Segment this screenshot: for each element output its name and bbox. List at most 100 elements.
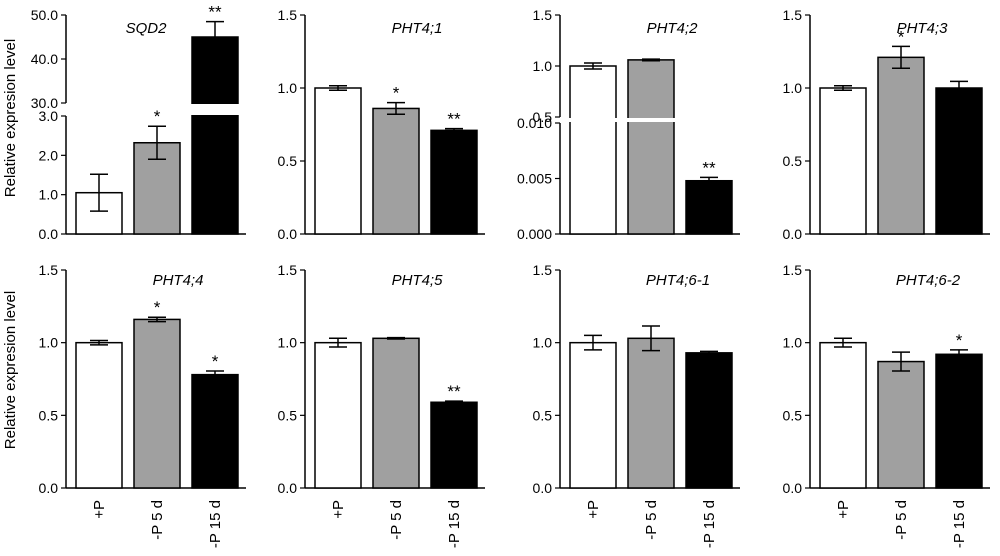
bar-2 bbox=[372, 107, 420, 235]
x-tick-label: -P 5 d bbox=[643, 500, 660, 540]
chart-panel-4 bbox=[805, 14, 990, 235]
bar-1 bbox=[569, 65, 617, 235]
x-tick-label: -P 15 d bbox=[207, 500, 224, 548]
bar-1 bbox=[569, 341, 617, 489]
y-tick-label: 1.5 bbox=[278, 262, 298, 278]
y-tick-label: 1.5 bbox=[783, 262, 803, 278]
bar-2 bbox=[627, 337, 675, 489]
bar-3 bbox=[935, 353, 983, 489]
chart-title: PHT4;3 bbox=[897, 20, 949, 37]
y-tick-label: 0.0 bbox=[278, 226, 298, 242]
y-tick-label: 0.000 bbox=[517, 226, 552, 242]
significance-label: ** bbox=[702, 158, 716, 177]
bar-2 bbox=[133, 318, 181, 489]
y-tick-label: 0.010 bbox=[517, 115, 552, 131]
chart-title: PHT4;2 bbox=[647, 20, 699, 37]
axis-break-gap bbox=[64, 104, 244, 115]
bar-3 bbox=[191, 373, 239, 489]
significance-label: * bbox=[956, 331, 963, 350]
chart-panel-2 bbox=[300, 14, 485, 235]
bar-3 bbox=[430, 401, 478, 489]
y-tick-label: 1.0 bbox=[39, 335, 59, 351]
bar-3 bbox=[685, 352, 733, 489]
y-tick-label: 1.0 bbox=[533, 58, 553, 74]
significance-label: * bbox=[154, 298, 161, 317]
bar-1 bbox=[819, 87, 867, 235]
x-tick-label: +P bbox=[91, 500, 108, 519]
x-tick-label: -P 15 d bbox=[701, 500, 718, 548]
y-tick-label: 0.5 bbox=[783, 407, 803, 423]
y-tick-label: 1.5 bbox=[533, 7, 553, 23]
x-tick-label: +P bbox=[330, 500, 347, 519]
bar-1 bbox=[75, 341, 123, 489]
bar-2 bbox=[877, 360, 925, 489]
axis-break-gap bbox=[558, 118, 738, 122]
bar-2 bbox=[627, 59, 675, 235]
chart-panel-5 bbox=[61, 269, 246, 489]
chart-title: PHT4;4 bbox=[153, 272, 204, 289]
y-tick-label: 1.5 bbox=[533, 262, 553, 278]
y-tick-label: 2.0 bbox=[39, 147, 59, 163]
significance-label: * bbox=[898, 27, 905, 46]
y-tick-label: 0.0 bbox=[39, 480, 59, 496]
y-axis-label: Relative expresion level bbox=[2, 39, 19, 197]
y-tick-label: 30.0 bbox=[31, 95, 58, 111]
significance-label: * bbox=[212, 352, 219, 371]
y-axis-label: Relative expresion level bbox=[2, 291, 19, 449]
y-tick-label: 0.5 bbox=[39, 407, 59, 423]
bar-2 bbox=[372, 337, 420, 489]
significance-label: ** bbox=[447, 110, 461, 129]
bar-3 bbox=[685, 179, 733, 235]
y-tick-label: 40.0 bbox=[31, 51, 58, 67]
significance-label: * bbox=[154, 107, 161, 126]
bar-1 bbox=[314, 87, 362, 235]
x-tick-label: -P 5 d bbox=[893, 500, 910, 540]
bar-2 bbox=[877, 56, 925, 235]
y-tick-label: 1.0 bbox=[783, 335, 803, 351]
chart-title: PHT4;6-1 bbox=[646, 272, 710, 289]
significance-label: ** bbox=[208, 3, 222, 22]
y-tick-label: 1.0 bbox=[533, 335, 553, 351]
y-tick-label: 1.5 bbox=[783, 7, 803, 23]
chart-title: SQD2 bbox=[126, 20, 168, 37]
bar-3 bbox=[430, 129, 478, 235]
x-tick-label: -P 5 d bbox=[388, 500, 405, 540]
chart-panel-3 bbox=[555, 14, 740, 235]
y-tick-label: 0.5 bbox=[278, 153, 298, 169]
y-tick-label: 1.0 bbox=[278, 335, 298, 351]
chart-panel-8 bbox=[805, 269, 990, 489]
x-tick-label: -P 15 d bbox=[446, 500, 463, 548]
y-tick-label: 0.0 bbox=[533, 480, 553, 496]
significance-label: ** bbox=[447, 382, 461, 401]
significance-label: * bbox=[393, 84, 400, 103]
y-tick-label: 3.0 bbox=[39, 108, 59, 124]
y-tick-label: 0.5 bbox=[533, 109, 553, 125]
bar-3 bbox=[935, 87, 983, 235]
y-tick-label: 0.5 bbox=[783, 153, 803, 169]
y-tick-label: 1.5 bbox=[39, 262, 59, 278]
chart-title: PHT4;6-2 bbox=[896, 272, 961, 289]
y-tick-label: 0.0 bbox=[783, 226, 803, 242]
bar-1 bbox=[819, 341, 867, 489]
y-tick-label: 50.0 bbox=[31, 7, 58, 23]
chart-panel-6 bbox=[300, 269, 485, 489]
y-tick-label: 0.5 bbox=[533, 407, 553, 423]
y-tick-label: 1.5 bbox=[278, 7, 298, 23]
y-tick-label: 0.5 bbox=[278, 407, 298, 423]
x-tick-label: -P 15 d bbox=[951, 500, 968, 548]
y-tick-label: 1.0 bbox=[278, 80, 298, 96]
chart-title: PHT4;5 bbox=[392, 272, 444, 289]
bar-2 bbox=[133, 141, 181, 235]
chart-title: PHT4;1 bbox=[392, 20, 443, 37]
x-tick-label: -P 5 d bbox=[149, 500, 166, 540]
y-tick-label: 0.0 bbox=[39, 226, 59, 242]
chart-panel-1 bbox=[61, 14, 246, 235]
y-tick-label: 0.005 bbox=[517, 171, 552, 187]
y-tick-label: 1.0 bbox=[783, 80, 803, 96]
bar-1 bbox=[314, 341, 362, 489]
x-tick-label: +P bbox=[835, 500, 852, 519]
y-tick-label: 0.0 bbox=[278, 480, 298, 496]
x-tick-label: +P bbox=[585, 500, 602, 519]
y-tick-label: 0.0 bbox=[783, 480, 803, 496]
bar-3 bbox=[191, 36, 239, 235]
